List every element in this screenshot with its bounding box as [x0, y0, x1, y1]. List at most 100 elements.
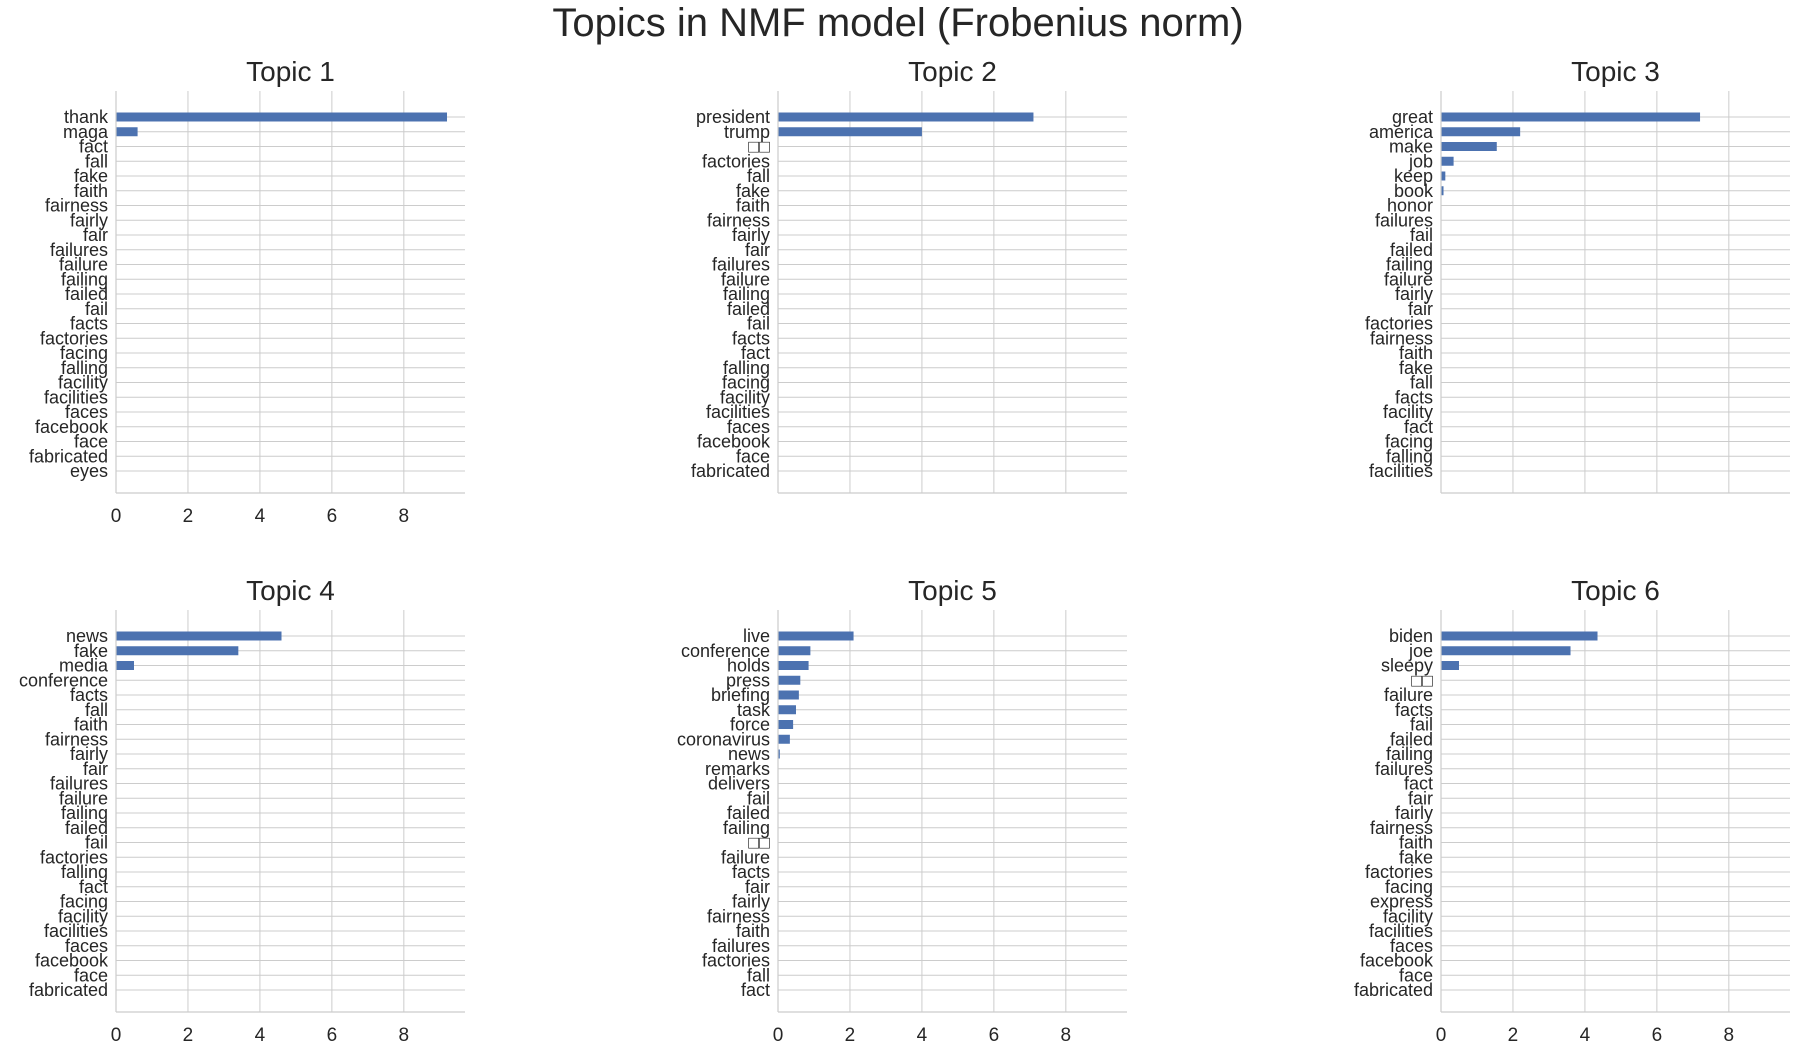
bar-live	[778, 631, 854, 641]
x-tick-label: 0	[1436, 1025, 1447, 1046]
bar-media	[116, 661, 134, 670]
topic-chart-4: Topic 4newsfakemediaconferencefactsfallf…	[19, 575, 465, 1046]
y-tick-label: force	[730, 715, 770, 735]
y-tick-label: face	[1399, 965, 1433, 985]
y-tick-label: america	[1369, 122, 1434, 142]
y-tick-label: facebook	[35, 417, 109, 437]
y-tick-label: task	[737, 700, 771, 720]
y-tick-label: fair	[83, 759, 108, 779]
y-tick-label: holds	[727, 656, 770, 676]
y-tick-label: facilities	[44, 387, 108, 407]
y-tick-label: fairly	[70, 210, 108, 230]
y-tick-label: failing	[723, 284, 770, 304]
y-tick-label: fall	[1410, 373, 1433, 393]
y-tick-label: failure	[1384, 269, 1433, 289]
y-tick-label: failures	[1375, 759, 1433, 779]
bar-make	[1441, 142, 1497, 151]
x-tick-label: 8	[399, 1025, 410, 1046]
y-tick-label: live	[743, 626, 770, 646]
y-tick-label: keep	[1394, 166, 1433, 186]
y-tick-label: fact	[1404, 774, 1433, 794]
y-tick-label: facebook	[35, 951, 109, 971]
x-tick-label: 6	[989, 1025, 1000, 1046]
y-tick-label: facing	[1385, 432, 1433, 452]
y-tick-label: failing	[61, 269, 108, 289]
y-tick-label: faith	[1399, 833, 1433, 853]
y-tick-label: sleepy	[1381, 656, 1433, 676]
y-tick-label: facing	[1385, 877, 1433, 897]
x-tick-label: 2	[1508, 1025, 1519, 1046]
y-tick-label: facilities	[1369, 921, 1433, 941]
bar-trump	[778, 127, 922, 137]
y-tick-label: news	[728, 744, 770, 764]
bar-holds	[778, 661, 809, 670]
topic-chart-3: Topic 3greatamericamakejobkeepbookhonorf…	[1365, 56, 1790, 494]
y-tick-label: conference	[19, 670, 108, 690]
y-tick-label: fairly	[1395, 284, 1433, 304]
y-tick-label: fairness	[1370, 328, 1433, 348]
y-tick-label: failing	[1386, 255, 1433, 275]
y-tick-label: □□	[1411, 670, 1433, 690]
x-tick-label: 4	[1580, 1025, 1591, 1046]
y-tick-label: president	[696, 107, 770, 127]
topic-chart-5: Topic 5 liveconferenceholdspressbriefingt…	[677, 575, 1127, 1046]
y-tick-label: make	[1389, 137, 1433, 157]
y-tick-label: facility	[720, 387, 770, 407]
y-tick-label: briefing	[711, 685, 770, 705]
y-tick-label: facility	[1383, 402, 1433, 422]
bar-biden	[1441, 631, 1598, 641]
y-tick-label: fairly	[732, 892, 770, 912]
y-tick-label: failures	[712, 936, 770, 956]
bar-fake	[116, 646, 239, 656]
y-tick-label: faces	[65, 936, 108, 956]
y-tick-label: faith	[74, 715, 108, 735]
y-tick-label: faith	[1399, 343, 1433, 363]
y-tick-label: factories	[702, 951, 770, 971]
y-tick-label: failures	[50, 240, 108, 260]
topic-chart-6: Topic 6bidenjoesleepy□□failurefactsfailf…	[1354, 575, 1790, 1046]
subplot-title: Topic 5	[908, 575, 997, 606]
y-tick-label: facts	[70, 314, 108, 334]
y-tick-label: fairness	[707, 906, 770, 926]
y-tick-label: failed	[727, 299, 770, 319]
y-tick-label: facing	[60, 343, 108, 363]
y-tick-label: fail	[85, 833, 108, 853]
y-tick-label: failures	[712, 255, 770, 275]
y-tick-label: fake	[1399, 358, 1433, 378]
topic-chart-1: Topic 1 thankmagafactfallfakefaithfairnes…	[29, 56, 465, 527]
y-tick-label: facing	[60, 892, 108, 912]
y-tick-label: fall	[747, 965, 770, 985]
bar-maga	[116, 127, 138, 137]
y-tick-label: fact	[741, 980, 770, 1000]
y-tick-label: fail	[747, 788, 770, 808]
bar-president	[778, 112, 1034, 122]
y-tick-label: facts	[732, 862, 770, 882]
y-tick-label: fact	[741, 343, 770, 363]
y-tick-label: falling	[1386, 446, 1433, 466]
y-tick-label: failed	[65, 284, 108, 304]
x-tick-label: 6	[1652, 1025, 1663, 1046]
y-tick-label: fall	[85, 700, 108, 720]
y-tick-label: express	[1370, 892, 1433, 912]
bar-conference	[778, 646, 811, 656]
y-tick-label: conference	[681, 641, 770, 661]
bar-news	[778, 749, 780, 759]
y-tick-label: fake	[74, 166, 108, 186]
y-tick-label: fairness	[1370, 818, 1433, 838]
y-tick-label: book	[1394, 181, 1434, 201]
y-tick-label: facility	[1383, 906, 1433, 926]
y-tick-label: fair	[83, 225, 108, 245]
y-tick-label: fairness	[45, 196, 108, 216]
y-tick-label: faces	[1390, 936, 1433, 956]
bar-sleepy	[1441, 661, 1459, 670]
y-tick-label: facilities	[706, 402, 770, 422]
y-tick-label: failed	[1390, 729, 1433, 749]
subplot-title: Topic 3	[1571, 56, 1660, 87]
x-tick-label: 6	[327, 1025, 338, 1046]
y-tick-label: faith	[74, 181, 108, 201]
y-tick-label: biden	[1389, 626, 1433, 646]
x-tick-label: 0	[111, 506, 122, 527]
y-tick-label: factories	[1365, 862, 1433, 882]
y-tick-label: faith	[736, 921, 770, 941]
bar-book	[1441, 186, 1444, 196]
